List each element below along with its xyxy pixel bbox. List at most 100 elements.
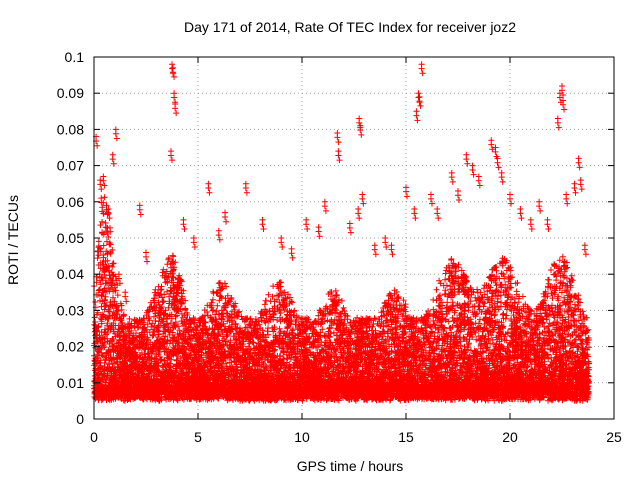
data-point (418, 65, 425, 72)
data-point (110, 160, 117, 167)
data-point (489, 146, 496, 153)
data-point (419, 70, 426, 77)
data-point (243, 189, 250, 196)
data-point (215, 232, 222, 239)
data-point (429, 200, 435, 207)
data-point (173, 110, 180, 117)
chart-title: Day 171 of 2014, Rate Of TEC Index for r… (184, 19, 516, 35)
data-point (476, 182, 483, 189)
data-point (518, 215, 525, 222)
axis-ticks (93, 56, 615, 420)
data-point (456, 196, 463, 203)
data-point (577, 181, 584, 188)
data-point (322, 207, 329, 214)
y-tick-label: 0.01 (57, 375, 84, 391)
data-point (470, 171, 477, 178)
data-point (279, 244, 286, 251)
x-tick-label: 15 (398, 429, 414, 445)
data-point (413, 112, 420, 119)
data-point (434, 210, 441, 217)
data-point (544, 221, 551, 228)
data-point (356, 119, 363, 126)
data-point (190, 239, 197, 246)
data-point (455, 192, 461, 199)
data-point (355, 210, 362, 217)
x-tick-label: 10 (294, 429, 310, 445)
data-point (170, 69, 177, 76)
data-point (389, 251, 396, 258)
data-point (415, 94, 422, 101)
data-point (123, 298, 130, 305)
data-point (112, 130, 119, 137)
data-point (411, 210, 418, 217)
y-tick-label: 0.1 (65, 49, 85, 65)
data-point (448, 174, 455, 181)
data-point (171, 73, 178, 80)
data-point (571, 185, 578, 192)
y-tick-label: 0.08 (57, 121, 84, 137)
data-point (172, 105, 179, 112)
data-point (495, 164, 502, 171)
y-tick-label: 0.04 (57, 266, 84, 282)
data-point (427, 195, 434, 202)
data-point (315, 228, 322, 235)
data-point (259, 221, 266, 228)
data-point (144, 258, 151, 265)
data-point (100, 177, 107, 184)
data-point (304, 225, 311, 232)
data-point (171, 94, 178, 101)
data-point (536, 203, 543, 210)
data-points (91, 61, 592, 404)
data-point (575, 159, 582, 166)
x-axis-label: GPS time / hours (297, 458, 404, 474)
data-point (564, 200, 571, 207)
data-point (137, 211, 144, 218)
y-tick-label: 0.07 (57, 158, 84, 174)
data-point (417, 102, 424, 109)
data-point (98, 199, 105, 206)
data-point (358, 131, 365, 138)
data-point (278, 239, 285, 246)
data-point (555, 124, 562, 131)
data-point (371, 246, 378, 253)
data-point (289, 254, 296, 261)
y-axis-label: ROTI / TECUs (5, 195, 21, 285)
dense-point-cloud (91, 194, 592, 404)
data-point (223, 218, 230, 225)
data-point (499, 178, 506, 185)
data-point (517, 210, 524, 217)
data-point (527, 221, 534, 228)
data-point (335, 139, 342, 146)
data-point (572, 189, 579, 196)
data-point (464, 160, 471, 167)
data-point (222, 214, 229, 221)
data-point (507, 195, 513, 202)
data-point (94, 142, 101, 149)
data-point (106, 215, 113, 222)
data-point (508, 200, 515, 207)
data-point (117, 280, 123, 287)
data-point (169, 65, 175, 72)
data-point (143, 253, 149, 260)
data-point (167, 152, 174, 159)
data-point (383, 244, 390, 251)
data-point (180, 221, 187, 228)
data-point (104, 211, 111, 218)
data-point (105, 210, 112, 217)
data-point (113, 135, 120, 142)
data-point (404, 193, 411, 200)
data-point (556, 94, 563, 101)
data-point (205, 185, 212, 192)
data-point (475, 177, 482, 184)
data-point (136, 206, 143, 213)
data-point (528, 225, 535, 232)
data-point (356, 215, 363, 222)
data-point (488, 141, 495, 148)
data-point (288, 250, 295, 257)
data-point (554, 119, 561, 126)
data-point (321, 203, 328, 210)
data-point (316, 233, 323, 240)
y-tick-label: 0.05 (57, 230, 84, 246)
